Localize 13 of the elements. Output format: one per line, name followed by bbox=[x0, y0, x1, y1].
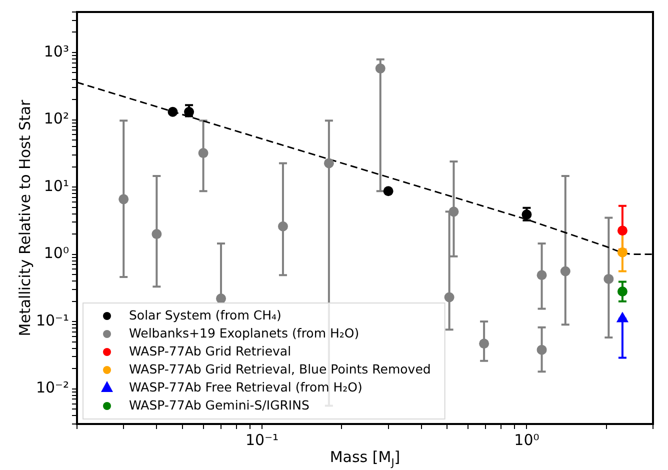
legend-label: WASP-77Ab Free Retrieval (from H₂O) bbox=[129, 379, 362, 394]
legend-label: WASP-77Ab Grid Retrieval bbox=[129, 343, 292, 358]
legend-label: WASP-77Ab Gemini-S/IGRINS bbox=[129, 397, 310, 412]
legend-label: Solar System (from CH₄) bbox=[129, 307, 282, 322]
y-tick-label: 10¹ bbox=[44, 176, 69, 195]
y-tick-label: 10³ bbox=[44, 42, 69, 60]
y-tick-label: 10⁻² bbox=[36, 378, 69, 397]
y-tick-label: 10⁰ bbox=[44, 244, 69, 262]
legend-label: Welbanks+19 Exoplanets (from H₂O) bbox=[129, 325, 360, 340]
y-tick-label: 10⁻¹ bbox=[36, 311, 69, 330]
y-axis-title: Metallicity Relative to Host Star bbox=[16, 98, 34, 336]
legend-label: WASP-77Ab Grid Retrieval, Blue Points Removed bbox=[129, 361, 431, 376]
y-tick-label: 10² bbox=[44, 110, 69, 128]
